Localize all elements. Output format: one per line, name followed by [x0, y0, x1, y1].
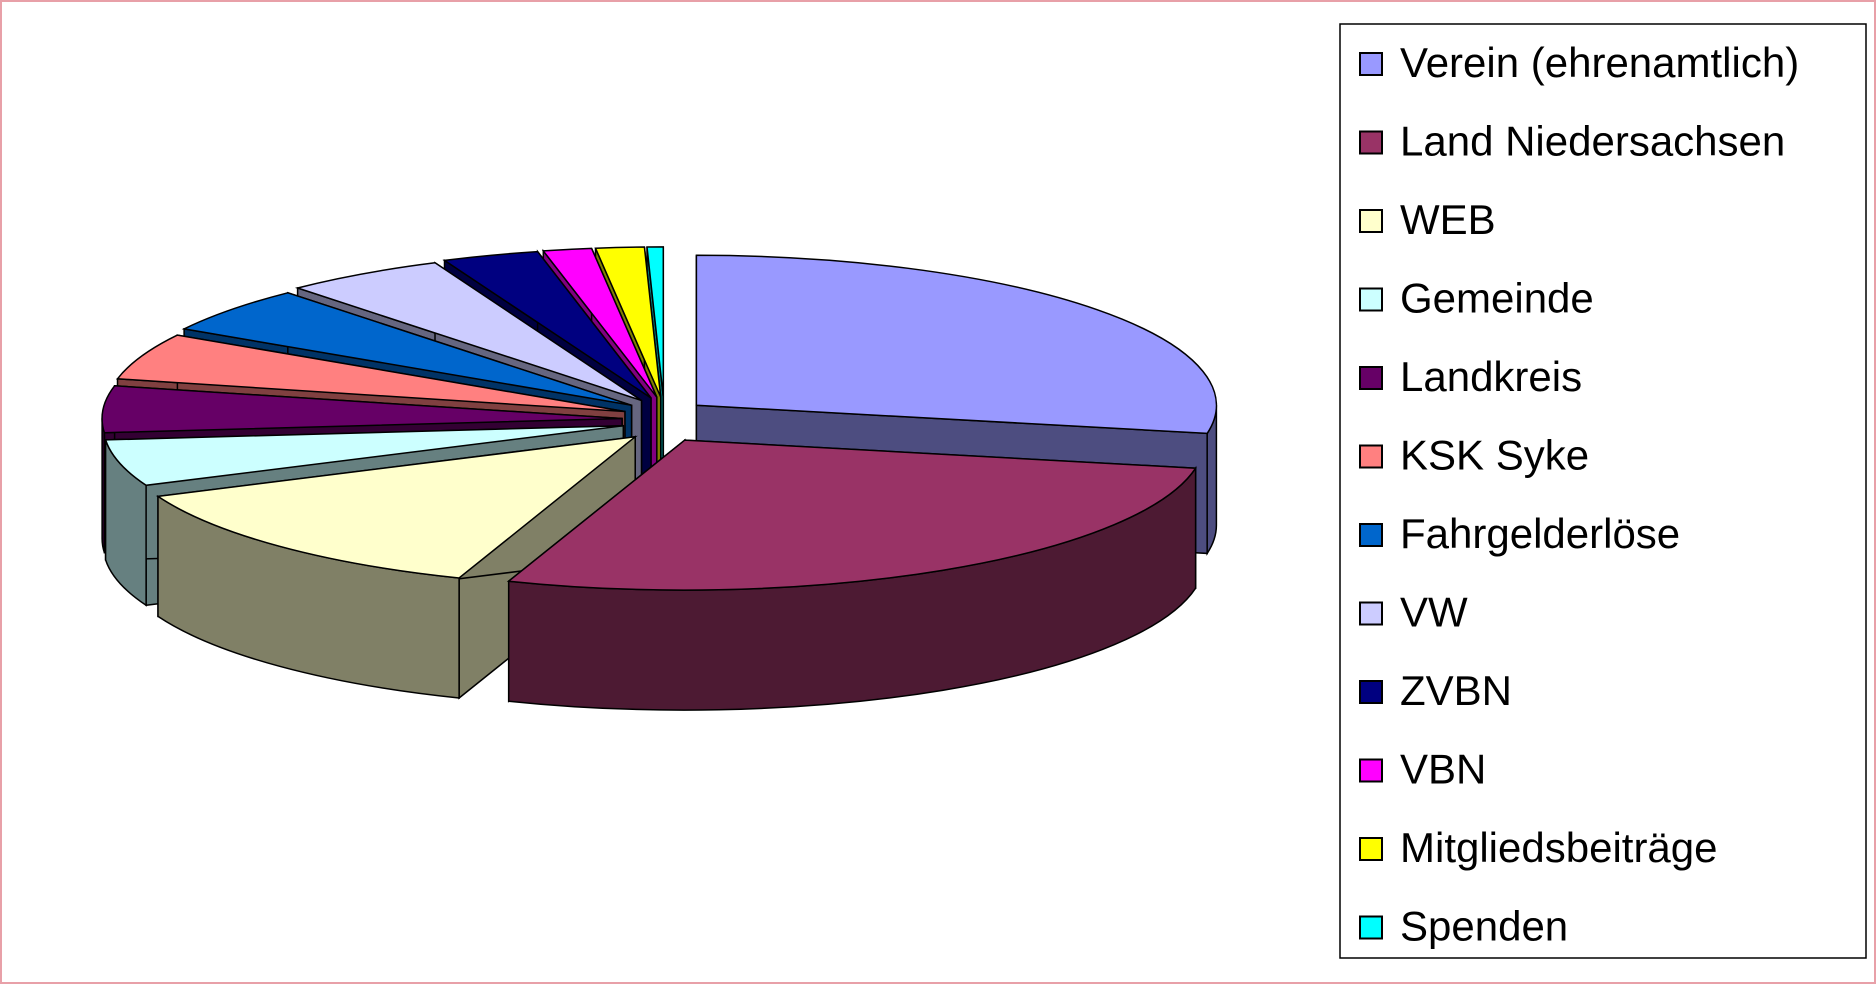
legend-label: Mitgliedsbeiträge [1400, 824, 1718, 871]
slice [101, 385, 623, 434]
slice [181, 292, 632, 407]
slice [594, 246, 662, 398]
legend-swatch [1359, 287, 1383, 312]
legend-label: KSK Syke [1400, 432, 1589, 479]
legend-label: Gemeinde [1400, 275, 1594, 322]
slice [695, 254, 1218, 435]
legend-swatch [1359, 209, 1383, 233]
slice [294, 262, 642, 402]
legend: Verein (ehrenamtlich) Land Niedersachsen W… [1359, 39, 1799, 950]
legend-label: Land Niedersachsen [1400, 118, 1785, 165]
slice [541, 247, 658, 398]
pie-tops [101, 246, 1218, 591]
legend-swatch [1359, 366, 1383, 390]
legend-label: VW [1400, 589, 1468, 636]
slice [155, 435, 638, 579]
legend-label: Fahrgelderlöse [1400, 510, 1680, 557]
legend-swatch [1359, 837, 1383, 861]
slice [506, 439, 1197, 591]
legend-swatch [1359, 130, 1383, 155]
legend-label: ZVBN [1400, 667, 1512, 714]
legend-box [1339, 23, 1867, 959]
legend-label: VBN [1400, 746, 1486, 793]
legend-swatch [1359, 52, 1383, 76]
legend-swatch [1359, 444, 1383, 469]
legend-swatch [1359, 601, 1383, 626]
legend-label: Verein (ehrenamtlich) [1400, 39, 1799, 86]
legend-label: Spenden [1400, 903, 1568, 950]
slice [646, 246, 665, 397]
slice [116, 334, 626, 413]
legend-label: Landkreis [1400, 353, 1582, 400]
legend-swatch [1359, 758, 1383, 783]
legend-swatch [1359, 915, 1383, 940]
legend-swatch [1359, 523, 1383, 547]
slice [442, 250, 652, 399]
legend-swatch [1359, 680, 1383, 704]
legend-label: WEB [1400, 196, 1496, 243]
slice-wall [101, 418, 106, 553]
slice [104, 424, 624, 487]
